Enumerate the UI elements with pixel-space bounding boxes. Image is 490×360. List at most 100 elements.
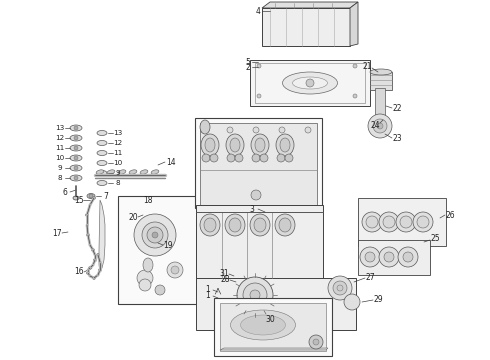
Circle shape <box>365 252 375 262</box>
Text: 19: 19 <box>163 240 173 249</box>
Circle shape <box>74 146 78 150</box>
Bar <box>358 240 430 275</box>
Text: 1: 1 <box>206 285 210 294</box>
Ellipse shape <box>251 134 269 156</box>
Text: 17: 17 <box>52 229 62 238</box>
Circle shape <box>243 283 267 307</box>
Text: 6: 6 <box>63 188 68 197</box>
Ellipse shape <box>204 218 216 232</box>
Text: 28: 28 <box>220 275 230 284</box>
Polygon shape <box>220 348 328 350</box>
Circle shape <box>260 154 268 162</box>
Text: 5: 5 <box>245 58 250 67</box>
Circle shape <box>237 277 273 313</box>
Circle shape <box>328 276 352 300</box>
Circle shape <box>383 216 395 228</box>
Polygon shape <box>99 200 105 272</box>
Ellipse shape <box>70 175 82 181</box>
Bar <box>200 123 317 205</box>
Circle shape <box>384 252 394 262</box>
Circle shape <box>257 94 261 98</box>
Ellipse shape <box>87 194 95 198</box>
Text: 14: 14 <box>166 158 176 166</box>
Circle shape <box>362 212 382 232</box>
Ellipse shape <box>205 138 215 152</box>
Circle shape <box>398 247 418 267</box>
Circle shape <box>344 294 360 310</box>
Text: 9: 9 <box>116 170 121 176</box>
Circle shape <box>227 127 233 133</box>
Circle shape <box>94 258 97 261</box>
Ellipse shape <box>97 161 107 166</box>
Circle shape <box>74 166 78 170</box>
Ellipse shape <box>70 125 82 131</box>
Circle shape <box>97 253 99 257</box>
Circle shape <box>379 212 399 232</box>
Ellipse shape <box>143 258 153 272</box>
Text: 27: 27 <box>365 274 375 283</box>
Text: 10: 10 <box>113 160 122 166</box>
Bar <box>255 63 365 103</box>
Circle shape <box>210 154 218 162</box>
Ellipse shape <box>70 165 82 171</box>
Circle shape <box>373 119 387 133</box>
Circle shape <box>74 126 78 130</box>
Circle shape <box>92 248 95 252</box>
Text: 13: 13 <box>55 125 65 131</box>
Ellipse shape <box>97 180 107 185</box>
Bar <box>375 88 385 123</box>
Circle shape <box>277 154 285 162</box>
Text: 7: 7 <box>103 192 108 201</box>
Ellipse shape <box>225 214 245 236</box>
Text: 3: 3 <box>249 204 254 213</box>
Bar <box>195 118 322 208</box>
Ellipse shape <box>97 131 107 135</box>
Circle shape <box>251 190 261 200</box>
Circle shape <box>360 247 380 267</box>
Circle shape <box>333 281 347 295</box>
Circle shape <box>89 194 93 198</box>
Circle shape <box>139 279 151 291</box>
Ellipse shape <box>107 170 115 174</box>
Circle shape <box>143 208 153 218</box>
Text: 23: 23 <box>392 134 402 143</box>
Text: 31: 31 <box>219 270 229 279</box>
Ellipse shape <box>293 77 327 89</box>
Circle shape <box>74 176 78 180</box>
Ellipse shape <box>97 150 107 156</box>
Circle shape <box>252 154 260 162</box>
Circle shape <box>138 203 158 223</box>
Circle shape <box>337 285 343 291</box>
Circle shape <box>202 154 210 162</box>
Ellipse shape <box>70 155 82 161</box>
Ellipse shape <box>230 310 295 340</box>
Bar <box>196 278 356 330</box>
Circle shape <box>400 216 412 228</box>
Text: 24: 24 <box>370 121 380 130</box>
Ellipse shape <box>226 134 244 156</box>
Polygon shape <box>262 2 358 8</box>
Text: 8: 8 <box>116 180 121 186</box>
Circle shape <box>147 227 163 243</box>
Circle shape <box>309 335 323 349</box>
Ellipse shape <box>97 140 107 145</box>
Circle shape <box>279 127 285 133</box>
Text: 11: 11 <box>113 150 122 156</box>
Circle shape <box>93 276 96 279</box>
Ellipse shape <box>229 218 241 232</box>
Ellipse shape <box>118 170 126 174</box>
Ellipse shape <box>276 134 294 156</box>
Ellipse shape <box>140 170 148 174</box>
Text: 4: 4 <box>256 6 261 15</box>
Circle shape <box>137 270 153 286</box>
Circle shape <box>379 247 399 267</box>
Circle shape <box>253 127 259 133</box>
Ellipse shape <box>200 214 220 236</box>
Circle shape <box>366 216 378 228</box>
Ellipse shape <box>254 218 266 232</box>
Circle shape <box>201 127 207 133</box>
Circle shape <box>85 213 89 216</box>
Circle shape <box>353 64 357 68</box>
Ellipse shape <box>230 138 240 152</box>
Circle shape <box>250 290 260 300</box>
